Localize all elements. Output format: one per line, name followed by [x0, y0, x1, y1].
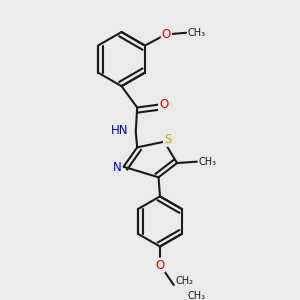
- Text: CH₂: CH₂: [175, 276, 193, 286]
- Text: CH₃: CH₃: [188, 28, 206, 38]
- Text: S: S: [164, 133, 171, 146]
- Text: CH₃: CH₃: [188, 291, 206, 300]
- Text: O: O: [155, 259, 165, 272]
- Text: O: O: [162, 28, 171, 41]
- Text: CH₃: CH₃: [198, 157, 217, 166]
- Text: O: O: [159, 98, 168, 111]
- Text: HN: HN: [111, 124, 129, 137]
- Text: N: N: [113, 161, 122, 174]
